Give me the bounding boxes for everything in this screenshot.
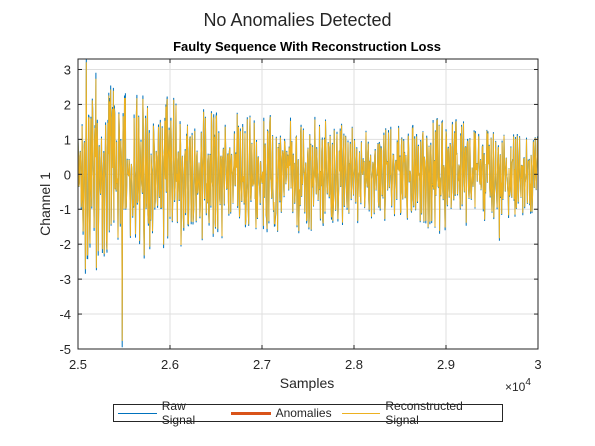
x-tick-label: 2.8 [345, 357, 363, 372]
x-tick-label: 2.7 [253, 357, 271, 372]
legend-item-anomalies: Anomalies [230, 406, 332, 420]
x-axis-label: Samples [280, 375, 334, 391]
legend-swatch-anomalies [230, 411, 271, 415]
legend: Raw Signal Anomalies Reconstructed Signa… [113, 399, 503, 427]
y-tick-label: 3 [64, 62, 71, 77]
y-tick-label: 0 [64, 167, 71, 182]
y-tick-label: 2 [64, 97, 71, 112]
x-tick-label: 2.9 [437, 357, 455, 372]
x-tick-label: 2.5 [69, 357, 87, 372]
y-tick-label: -1 [59, 202, 71, 217]
y-tick-label: -4 [59, 307, 71, 322]
y-tick-label: -3 [59, 272, 71, 287]
legend-swatch-raw-signal [118, 412, 157, 414]
legend-label-anomalies: Anomalies [275, 406, 332, 420]
x-tick-label: 2.6 [161, 357, 179, 372]
series-line-reconstructed-signal [78, 62, 538, 341]
figure-title: No Anomalies Detected [203, 10, 392, 30]
y-axis-label: Channel 1 [37, 172, 53, 236]
axes-box [77, 58, 539, 350]
plot-area [77, 58, 539, 350]
y-tick-label: 1 [64, 132, 71, 147]
x-exponent-label: ×104 [505, 377, 531, 394]
legend-swatch-reconstructed-signal [341, 412, 381, 414]
legend-label-raw-signal: Raw Signal [161, 399, 196, 427]
y-tick-label: -2 [59, 237, 71, 252]
legend-item-reconstructed-signal: Reconstructed Signal [341, 399, 496, 427]
legend-label-reconstructed-signal: Reconstructed Signal [385, 399, 463, 427]
x-tick-label: 3 [534, 357, 541, 372]
y-tick-label: -5 [59, 342, 71, 357]
legend-item-raw-signal: Raw Signal [118, 399, 221, 427]
axes-title: Faulty Sequence With Reconstruction Loss [173, 39, 441, 54]
